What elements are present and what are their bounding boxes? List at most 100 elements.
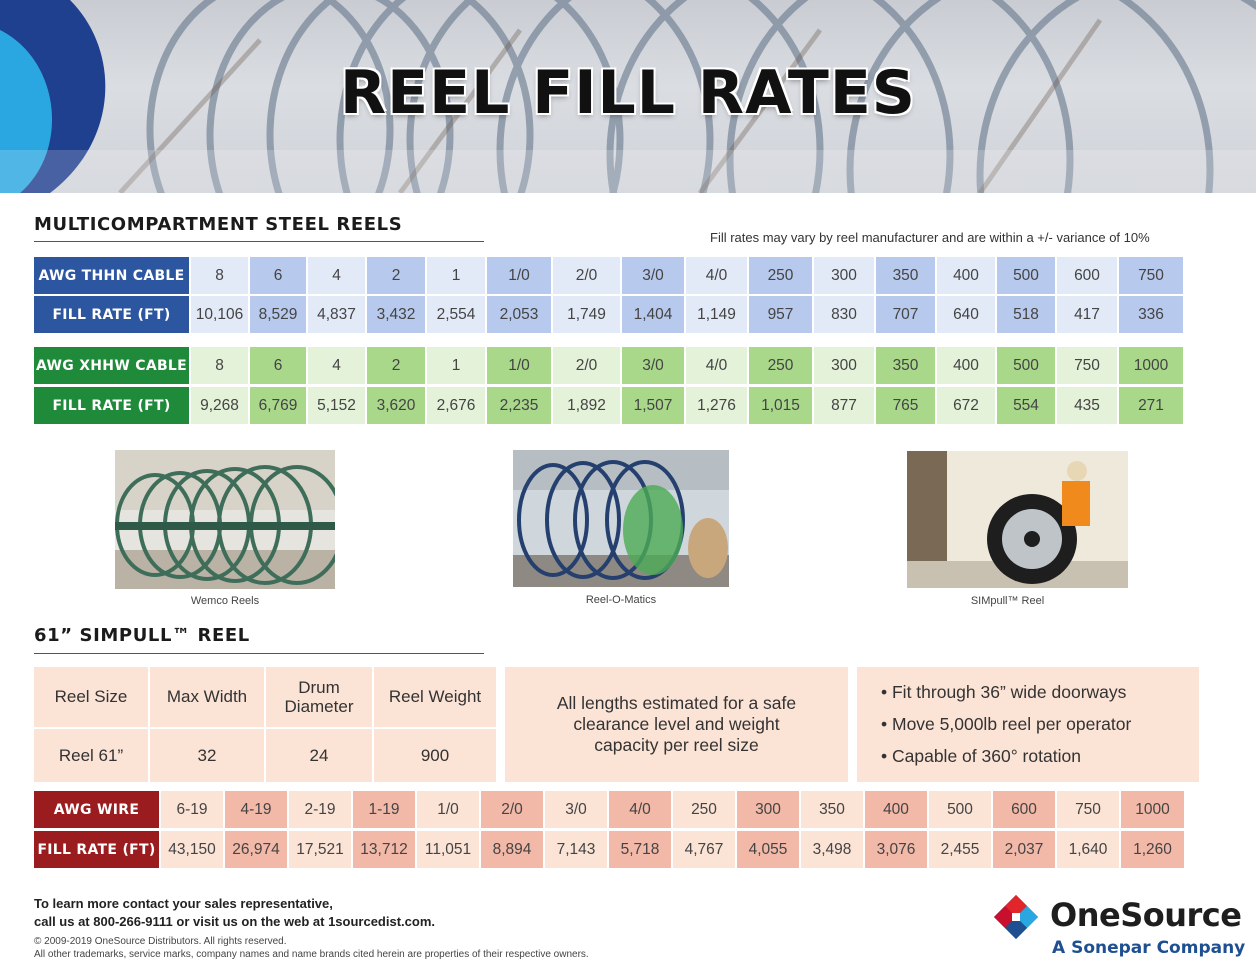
onesource-logo-icon bbox=[994, 895, 1038, 939]
simpull-features: • Fit through 36” wide doorways • Move 5… bbox=[857, 667, 1199, 782]
xhhw-rate-cell: 554 bbox=[997, 387, 1055, 424]
wire-rate-cell: 2,037 bbox=[993, 831, 1055, 868]
xhhw-size-cell: 750 bbox=[1057, 347, 1117, 384]
xhhw-rate-cell: 1,276 bbox=[686, 387, 747, 424]
wire-rate-cell: 26,974 bbox=[225, 831, 287, 868]
xhhw-size-cell: 250 bbox=[749, 347, 812, 384]
wire-size-cell: 750 bbox=[1057, 791, 1119, 828]
wire-size-cell: 4-19 bbox=[225, 791, 287, 828]
xhhw-rate-cell: 765 bbox=[876, 387, 935, 424]
thhn-size-cell: 750 bbox=[1119, 257, 1183, 294]
wire-rate-cell: 5,718 bbox=[609, 831, 671, 868]
thhn-size-cell: 3/0 bbox=[622, 257, 684, 294]
thhn-size-cell: 500 bbox=[997, 257, 1055, 294]
thhn-rate-cell: 1,749 bbox=[553, 296, 620, 333]
drum-diameter-value: 24 bbox=[266, 729, 372, 782]
wire-size-cell: 2-19 bbox=[289, 791, 351, 828]
xhhw-rate-cell: 1,892 bbox=[553, 387, 620, 424]
wire-rate-cell: 8,894 bbox=[481, 831, 543, 868]
xhhw-rate-cell: 271 bbox=[1119, 387, 1183, 424]
wire-rate-cell: 1,640 bbox=[1057, 831, 1119, 868]
xhhw-size-cell: 8 bbox=[191, 347, 248, 384]
thhn-rate-cell: 10,106 bbox=[191, 296, 248, 333]
xhhw-size-cell: 1/0 bbox=[487, 347, 551, 384]
thhn-rate-cell: 8,529 bbox=[250, 296, 306, 333]
thhn-rate-cell: 830 bbox=[814, 296, 874, 333]
thhn-size-cell: 300 bbox=[814, 257, 874, 294]
thhn-rate-cell: 2,053 bbox=[487, 296, 551, 333]
wire-rate-cell: 2,455 bbox=[929, 831, 991, 868]
thhn-size-cell: 250 bbox=[749, 257, 812, 294]
thhn-size-row: AWG THHN CABLE 8 6 4 2 1 1/0 2/0 3/0 4/0 250 300 350… bbox=[34, 257, 1183, 294]
steel-reels-heading: MULTICOMPARTMENT STEEL REELS bbox=[34, 214, 403, 235]
reel-weight-value: 900 bbox=[374, 729, 496, 782]
max-width-value: 32 bbox=[150, 729, 264, 782]
wemco-caption: Wemco Reels bbox=[190, 595, 260, 607]
max-width-header: Max Width bbox=[150, 667, 264, 727]
contact-line-1: To learn more contact your sales represe… bbox=[34, 896, 333, 911]
thhn-rate-cell: 1,149 bbox=[686, 296, 747, 333]
thhn-rate-cell: 417 bbox=[1057, 296, 1117, 333]
thhn-size-cell: 4/0 bbox=[686, 257, 747, 294]
reel-size-header: Reel Size bbox=[34, 667, 148, 727]
xhhw-size-cell: 6 bbox=[250, 347, 306, 384]
xhhw-size-cell: 350 bbox=[876, 347, 935, 384]
wire-size-cell: 1/0 bbox=[417, 791, 479, 828]
copyright-line: © 2009-2019 OneSource Distributors. All … bbox=[34, 936, 287, 947]
xhhw-size-cell: 1000 bbox=[1119, 347, 1183, 384]
brand-name: OneSource bbox=[1050, 896, 1242, 934]
xhhw-size-cell: 2/0 bbox=[553, 347, 620, 384]
reel-o-matics-caption: Reel-O-Matics bbox=[585, 594, 657, 606]
wire-size-cell: 500 bbox=[929, 791, 991, 828]
thhn-size-cell: 1 bbox=[427, 257, 485, 294]
wire-rate-cell: 4,055 bbox=[737, 831, 799, 868]
wire-size-cell: 2/0 bbox=[481, 791, 543, 828]
thhn-rate-cell: 4,837 bbox=[308, 296, 365, 333]
estimate-note: All lengths estimated for a safe clearan… bbox=[505, 667, 848, 782]
xhhw-rate-row: FILL RATE (FT) 9,268 6,769 5,152 3,620 2,676 2… bbox=[34, 387, 1183, 424]
wire-size-cell: 600 bbox=[993, 791, 1055, 828]
thhn-size-cell: 2/0 bbox=[553, 257, 620, 294]
thhn-rate-row: FILL RATE (FT) 10,106 8,529 4,837 3,432 2,554… bbox=[34, 296, 1183, 333]
wire-rate-cell: 43,150 bbox=[161, 831, 223, 868]
variance-note: Fill rates may vary by reel manufacturer… bbox=[710, 230, 1150, 245]
thhn-rate-cell: 3,432 bbox=[367, 296, 425, 333]
page-title: REEL FILL RATES bbox=[339, 58, 917, 128]
reel-background-graphic bbox=[0, 0, 1256, 193]
wire-size-cell: 3/0 bbox=[545, 791, 607, 828]
thhn-rate-cell: 2,554 bbox=[427, 296, 485, 333]
xhhw-size-row: AWG XHHW CABLE 8 6 4 2 1 1/0 2/0 3/0 4/0 250 300 350… bbox=[34, 347, 1183, 384]
thhn-size-cell: 600 bbox=[1057, 257, 1117, 294]
wemco-reels-photo bbox=[115, 450, 335, 589]
xhhw-rate-cell: 2,676 bbox=[427, 387, 485, 424]
thhn-size-cell: 2 bbox=[367, 257, 425, 294]
wire-size-cell: 1-19 bbox=[353, 791, 415, 828]
xhhw-size-cell: 4/0 bbox=[686, 347, 747, 384]
xhhw-size-label: AWG XHHW CABLE bbox=[34, 347, 189, 384]
wire-size-cell: 1000 bbox=[1121, 791, 1184, 828]
xhhw-size-cell: 3/0 bbox=[622, 347, 684, 384]
wire-rate-cell: 3,076 bbox=[865, 831, 927, 868]
xhhw-rate-cell: 435 bbox=[1057, 387, 1117, 424]
thhn-rate-cell: 336 bbox=[1119, 296, 1183, 333]
wire-size-cell: 400 bbox=[865, 791, 927, 828]
feature-rotation: • Capable of 360° rotation bbox=[881, 746, 1081, 766]
xhhw-rate-cell: 672 bbox=[937, 387, 995, 424]
thhn-size-cell: 350 bbox=[876, 257, 935, 294]
wire-size-cell: 6-19 bbox=[161, 791, 223, 828]
thhn-rate-cell: 707 bbox=[876, 296, 935, 333]
xhhw-rate-cell: 9,268 bbox=[191, 387, 248, 424]
wire-size-label: AWG WIRE bbox=[34, 791, 159, 828]
wire-size-cell: 4/0 bbox=[609, 791, 671, 828]
wire-rate-cell: 13,712 bbox=[353, 831, 415, 868]
reel-weight-header: Reel Weight bbox=[374, 667, 496, 727]
simpull-reel-photo bbox=[907, 451, 1128, 588]
wire-size-row: AWG WIRE 6-19 4-19 2-19 1-19 1/0 2/0 3/0 4/0 250 3… bbox=[34, 791, 1184, 828]
wire-rate-row: FILL RATE (FT) 43,150 26,974 17,521 13,712 11… bbox=[34, 831, 1184, 868]
reel-size-value: Reel 61” bbox=[34, 729, 148, 782]
thhn-size-cell: 4 bbox=[308, 257, 365, 294]
brand-tagline: A Sonepar Company bbox=[1052, 938, 1246, 958]
xhhw-size-cell: 500 bbox=[997, 347, 1055, 384]
contact-line-2: call us at 800-266-9111 or visit us on t… bbox=[34, 914, 436, 929]
thhn-size-label: AWG THHN CABLE bbox=[34, 257, 189, 294]
